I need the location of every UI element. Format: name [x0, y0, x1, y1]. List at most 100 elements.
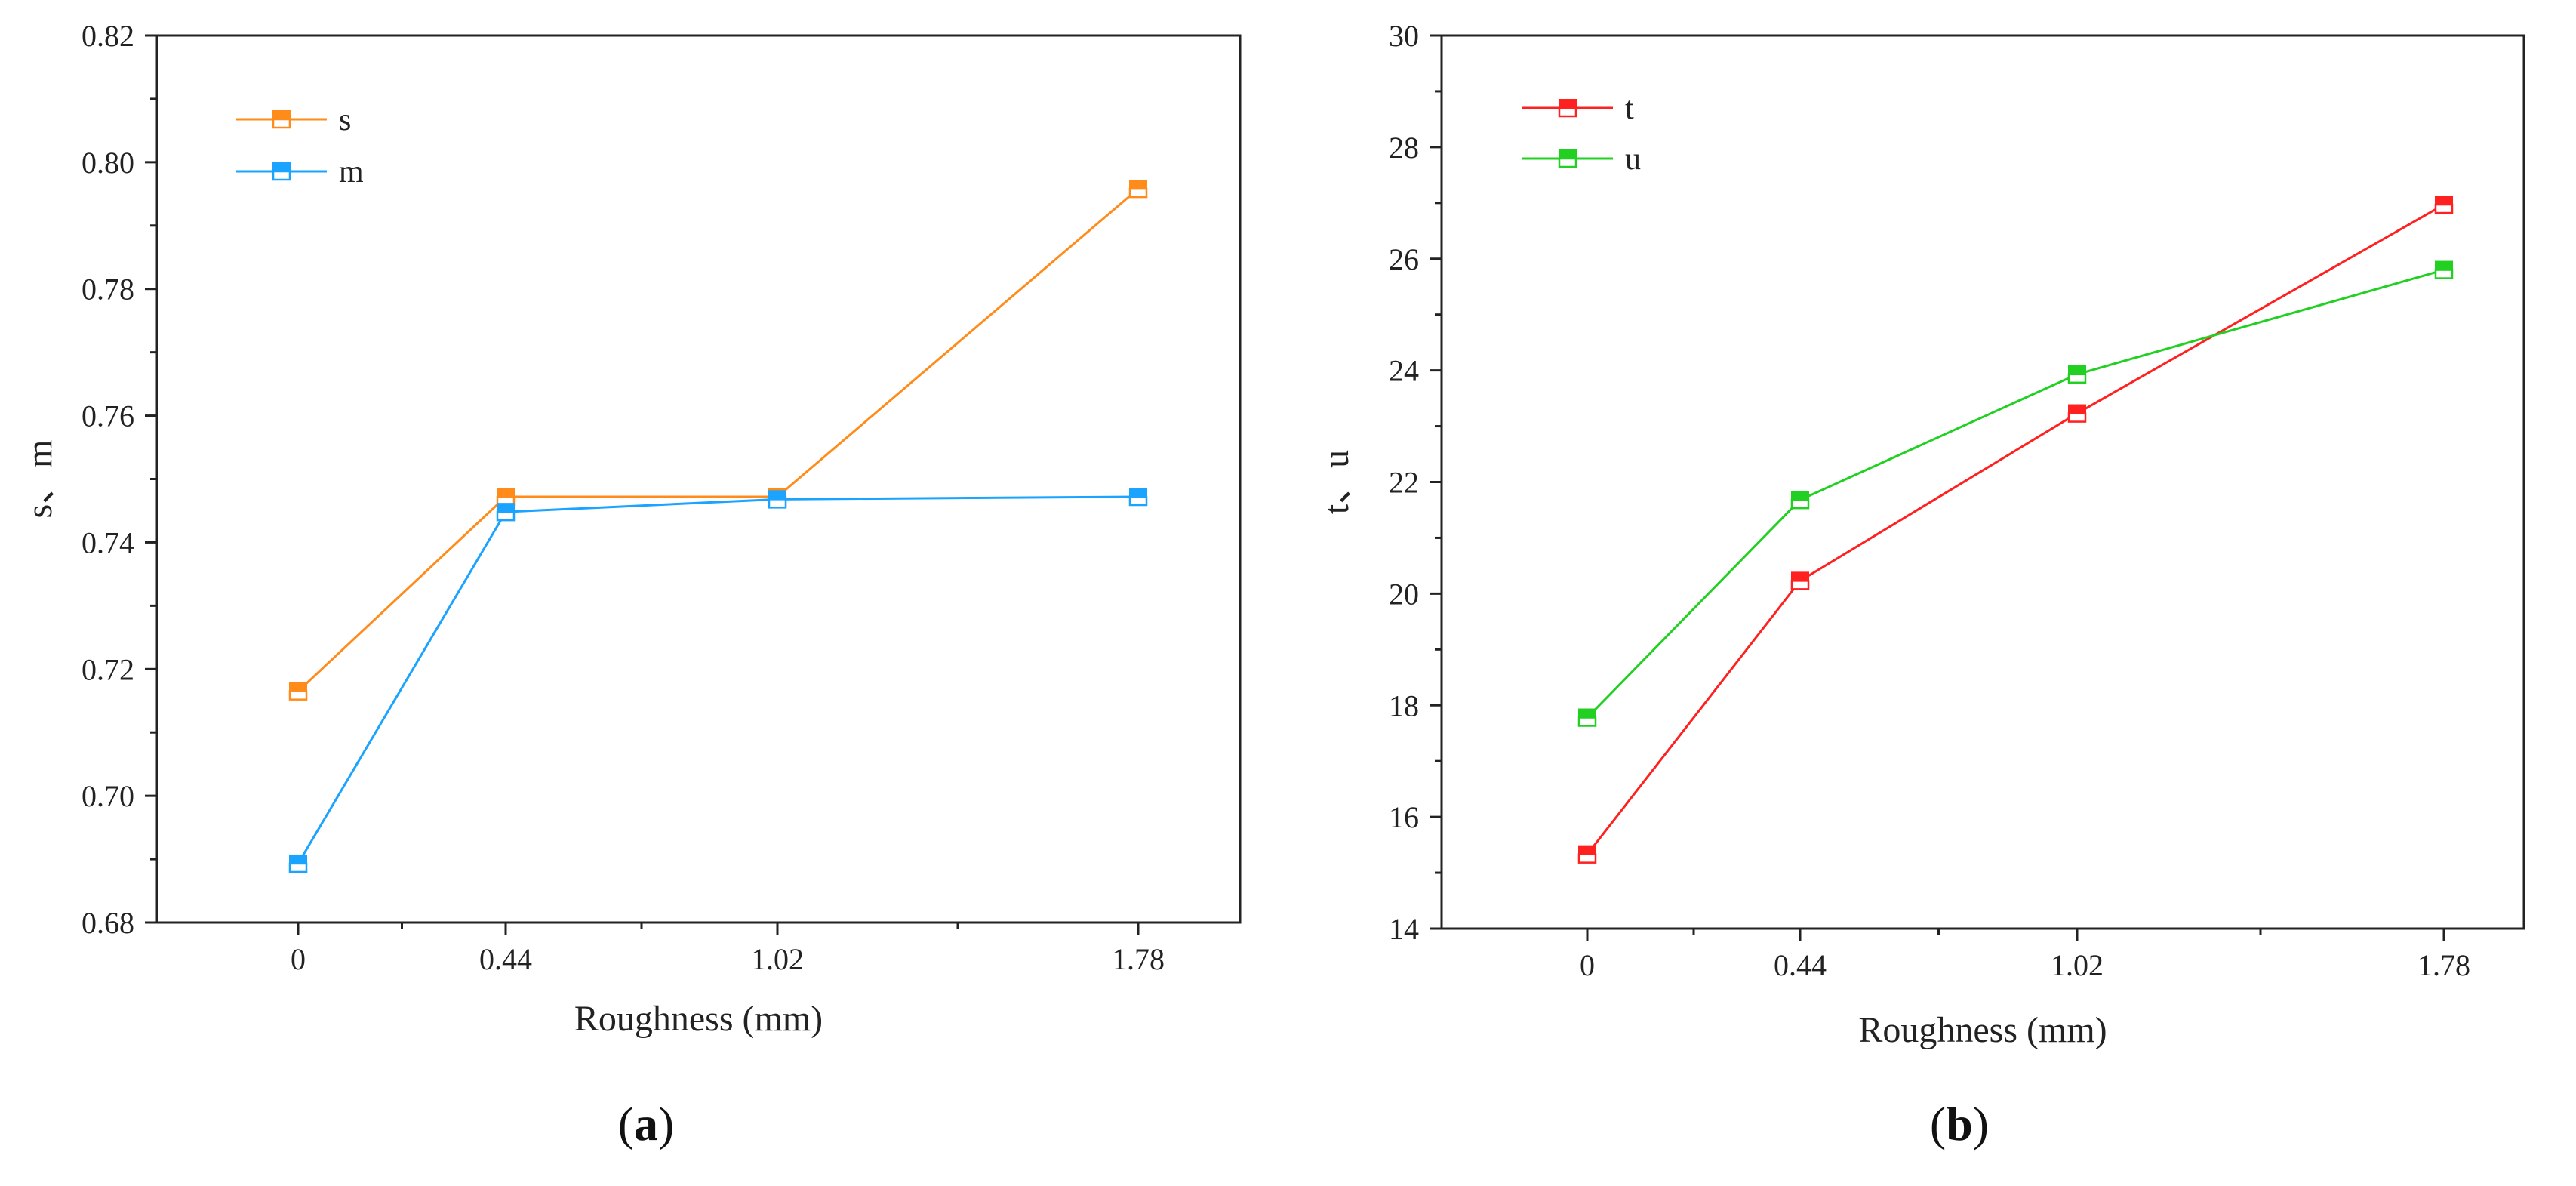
data-point-u — [2067, 365, 2087, 384]
marker-top — [1578, 845, 1596, 855]
y-tick-label: 0.80 — [82, 146, 134, 180]
marker-bottom — [288, 862, 308, 873]
data-point-t — [1790, 571, 1810, 590]
y-tick-label: 28 — [1389, 131, 1419, 165]
y-tick-label: 18 — [1389, 688, 1419, 722]
x-axis-title: Roughness (mm) — [574, 999, 823, 1039]
y-tick-label: 16 — [1389, 800, 1419, 834]
data-point-u — [1790, 491, 1810, 510]
legend-label-t: t — [1625, 91, 1634, 126]
marker-top — [1559, 149, 1577, 159]
marker-bottom — [1577, 853, 1597, 864]
data-point-u — [1577, 708, 1597, 727]
marker-bottom — [2434, 203, 2454, 214]
legend-marker-u — [1558, 149, 1577, 168]
chart-panel-b: 14 16 18 20 22 24 26 28 30 0 0.44 1.02 1.78 Roughness… — [1316, 19, 2525, 1151]
y-tick-label: 30 — [1389, 19, 1419, 53]
marker-bottom — [496, 510, 516, 522]
legend-marker-m — [272, 162, 291, 181]
marker-top — [1129, 488, 1147, 498]
marker-bottom — [272, 170, 291, 181]
marker-top — [768, 490, 786, 501]
marker-top — [272, 110, 291, 120]
series-line-u — [1586, 269, 2445, 719]
marker-bottom — [2067, 373, 2087, 384]
marker-top — [1559, 99, 1577, 109]
marker-top — [497, 488, 515, 498]
data-point-u — [2434, 260, 2454, 279]
y-axis-title: s、m — [20, 439, 60, 518]
x-tick-label: 1.78 — [2418, 948, 2470, 982]
marker-bottom — [1558, 106, 1577, 118]
marker-bottom — [1790, 580, 1810, 590]
data-point-m — [496, 503, 516, 522]
plot-frame — [1440, 34, 2525, 930]
marker-bottom — [288, 690, 308, 701]
marker-top — [1578, 708, 1596, 719]
marker-top — [289, 682, 307, 692]
series-t — [1577, 196, 2454, 864]
x-tick-label: 1.02 — [751, 942, 804, 976]
y-tick-label: 0.70 — [82, 779, 134, 813]
marker-top — [497, 503, 515, 513]
y-tick-label: 0.76 — [82, 399, 134, 433]
marker-bottom — [1558, 157, 1577, 168]
x-tick-label: 0 — [1580, 948, 1595, 982]
marker-top — [2435, 196, 2453, 206]
marker-top — [2068, 365, 2086, 375]
y-tick-label: 0.72 — [82, 652, 134, 686]
marker-bottom — [1128, 187, 1148, 199]
data-point-m — [768, 490, 787, 509]
legend-marker-t — [1558, 99, 1577, 118]
y-tick-label: 20 — [1389, 577, 1419, 611]
data-point-m — [1128, 488, 1148, 507]
series-line-s — [297, 187, 1139, 692]
panel-label: (a) — [618, 1097, 675, 1151]
marker-top — [2068, 404, 2086, 414]
y-tick-label: 14 — [1389, 912, 1419, 946]
y-tick-label: 22 — [1389, 466, 1419, 500]
chart-panel-a: 0.68 0.70 0.72 0.74 0.76 0.78 0.80 0.82 0 0.44 1.0… — [20, 19, 1242, 1151]
x-tick-label: 0 — [291, 942, 306, 976]
series-s — [288, 180, 1148, 701]
legend-label-u: u — [1625, 142, 1641, 177]
x-tick-label: 1.78 — [1112, 942, 1165, 976]
marker-top — [272, 162, 291, 172]
marker-bottom — [1577, 716, 1597, 727]
marker-top — [2435, 260, 2453, 271]
y-tick-label: 0.78 — [82, 273, 134, 307]
series-u — [1577, 260, 2454, 727]
series-line-t — [1586, 203, 2445, 855]
data-point-m — [288, 854, 308, 873]
marker-top — [1791, 491, 1809, 501]
y-tick-label: 0.82 — [82, 19, 134, 53]
marker-bottom — [2067, 412, 2087, 423]
marker-bottom — [272, 118, 291, 129]
data-point-t — [1577, 845, 1597, 864]
y-tick-label: 24 — [1389, 354, 1419, 388]
y-tick-label: 26 — [1389, 242, 1419, 276]
marker-bottom — [768, 498, 787, 509]
marker-bottom — [1790, 498, 1810, 510]
series-m — [288, 488, 1148, 873]
y-tick-label: 0.68 — [82, 906, 134, 940]
x-axis-title: Roughness (mm) — [1858, 1010, 2107, 1050]
marker-top — [1129, 180, 1147, 190]
data-point-t — [2434, 196, 2454, 214]
legend-marker-s — [272, 110, 291, 129]
marker-bottom — [2434, 269, 2454, 279]
data-point-s — [496, 488, 516, 507]
series-line-m — [297, 495, 1139, 864]
data-point-s — [288, 682, 308, 701]
marker-top — [1791, 571, 1809, 582]
x-tick-label: 0.44 — [479, 942, 532, 976]
data-point-t — [2067, 404, 2087, 423]
y-axis-title: t、u — [1316, 450, 1356, 514]
panel-label: (b) — [1930, 1097, 1989, 1151]
plot-frame — [155, 34, 1242, 924]
data-point-s — [1128, 180, 1148, 199]
marker-top — [289, 854, 307, 864]
legend-label-m: m — [339, 155, 364, 189]
x-tick-label: 0.44 — [1774, 948, 1827, 982]
